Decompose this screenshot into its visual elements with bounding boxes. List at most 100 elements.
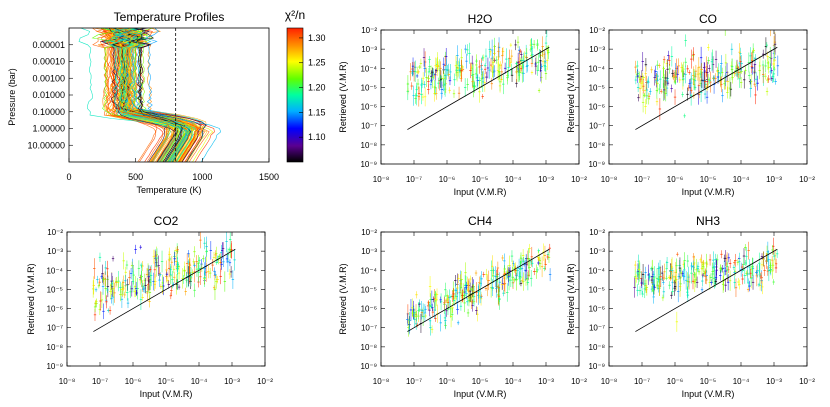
colorbar-tick-label: 1.30 [308,33,326,43]
y-axis-label: Retrieved (V.M.R) [566,263,576,334]
x-axis-label: Input (V.M.R) [140,389,193,399]
y-tick-label: 10⁻⁸ [361,343,378,352]
y-tick-label: 0.10000 [32,107,65,117]
ch4-panel: CH4 Input (V.M.R) Retrieved (V.M.R) 10⁻⁸ 10⁻… [338,214,587,399]
x-tick-label: 10⁻⁵ [700,377,716,386]
y-tick-label: 0.01000 [32,90,65,100]
y-tick-label: 10⁻⁴ [360,266,377,275]
colorbar-tick-label: 1.20 [308,83,326,93]
y-tick-label: 10⁻⁷ [361,324,377,333]
temperature-profile [118,28,179,162]
chart-title: CO2 [154,214,179,228]
axes-frame [380,29,580,165]
x-tick-label: 10⁻⁶ [667,377,683,386]
y-tick-label: 10⁻⁷ [589,324,605,333]
y-tick-label: 10⁻⁶ [361,305,377,314]
h2o-panel: H2O Input (V.M.R) Retrieved (V.M.R) 10⁻⁸ 10⁻… [338,12,587,197]
y-tick-label: 10⁻⁵ [361,83,377,92]
y-tick-label: 10⁻⁹ [360,362,377,371]
y-tick-label: 10⁻⁷ [361,122,377,131]
co-panel: CO Input (V.M.R) Retrieved (V.M.R) 10⁻⁸ 10⁻⁷… [566,12,815,197]
temperature-profile [132,28,183,162]
temperature-profile [108,28,192,162]
data-points [91,232,236,322]
x-tick-label: 10⁻⁶ [439,175,455,184]
y-tick-label: 10⁻² [589,26,605,35]
axes-frame [66,231,266,367]
data-points [406,30,550,107]
y-tick-label: 10⁻⁷ [47,324,63,333]
y-tick-label: 10⁻⁸ [589,141,606,150]
x-tick-label: 10⁻⁵ [472,377,488,386]
x-tick-label: 10⁻³ [538,377,554,386]
x-tick-label: 500 [128,172,143,182]
temperature-profile [121,28,190,162]
y-axis-label: Retrieved (V.M.R) [26,263,36,334]
x-tick-label: 10⁻⁶ [667,175,683,184]
y-tick-label: 10⁻⁴ [588,266,605,275]
temperature-profile [108,28,164,162]
x-tick-label: 10⁻⁴ [733,175,750,184]
y-tick-label: 1.00000 [32,124,65,134]
y-tick-label: 10⁻⁸ [47,343,64,352]
y-tick-label: 0.00010 [32,57,65,67]
x-tick-label: 10⁻⁷ [634,175,650,184]
temperature-profiles-panel: Temperature Profiles 0 500 1000 1500 0.00001… [7,8,326,195]
y-tick-label: 10⁻⁶ [361,103,377,112]
one-to-one-line [407,248,550,332]
x-tick-label: 10⁻⁶ [439,377,455,386]
y-tick-label: 0.00001 [32,40,65,50]
one-to-one-line [407,46,550,130]
y-tick-label: 10⁻³ [47,247,63,256]
chart-title: NH3 [696,214,720,228]
y-tick-label: 0.00100 [32,73,65,83]
y-axis-label: Retrieved (V.M.R) [566,61,576,132]
data-points [633,237,779,332]
chart-title: CH4 [468,214,492,228]
y-tick-label: 10.00000 [27,140,65,150]
chart-title: CO [699,12,717,26]
y-tick-label: 10⁻⁸ [589,343,606,352]
temperature-profile [120,28,182,162]
y-tick-label: 10⁻² [361,228,377,237]
y-axis-label: Pressure (bar) [7,68,17,126]
x-tick-label: 10⁻³ [766,377,782,386]
y-tick-label: 10⁻⁵ [589,83,605,92]
nh3-panel: NH3 Input (V.M.R) Retrieved (V.M.R) 10⁻⁸ 10⁻… [566,214,815,399]
x-tick-label: 10⁻² [571,175,587,184]
y-tick-label: 10⁻⁴ [46,266,63,275]
y-tick-label: 10⁻⁴ [588,64,605,73]
colorbar-label: χ²/n [285,8,305,22]
x-tick-label: 10⁻⁶ [125,377,141,386]
colorbar [286,27,304,163]
colorbar-tick-label: 1.25 [308,58,326,68]
y-tick-label: 10⁻² [361,26,377,35]
y-tick-label: 10⁻⁵ [47,285,63,294]
temperature-profile [106,28,202,162]
x-tick-label: 10⁻³ [766,175,782,184]
x-tick-label: 10⁻² [571,377,587,386]
y-axis-label: Retrieved (V.M.R) [338,263,348,334]
x-tick-label: 10⁻⁷ [406,175,422,184]
x-tick-label: 10⁻⁵ [158,377,174,386]
temperature-profile [123,28,222,162]
x-tick-label: 10⁻⁷ [634,377,650,386]
temperature-profile [103,28,200,162]
x-axis-label: Input (V.M.R) [682,187,735,197]
x-tick-label: 10⁻⁸ [601,377,618,386]
temperature-profile [116,28,188,162]
y-tick-label: 10⁻³ [589,45,605,54]
temperature-profile [112,28,176,162]
temperature-profile [109,28,199,162]
y-tick-label: 10⁻⁴ [360,64,377,73]
y-tick-label: 10⁻² [589,228,605,237]
x-tick-label: 10⁻⁵ [700,175,716,184]
x-tick-label: 10⁻⁴ [505,175,522,184]
one-to-one-line [635,248,778,332]
x-tick-label: 10⁻⁵ [472,175,488,184]
colorbar-tick-label: 1.10 [308,132,326,142]
chart-title: Temperature Profiles [114,10,225,24]
x-tick-label: 10⁻² [799,377,815,386]
colorbar-ticks: 1.30 1.25 1.20 1.15 1.10 [299,33,326,142]
